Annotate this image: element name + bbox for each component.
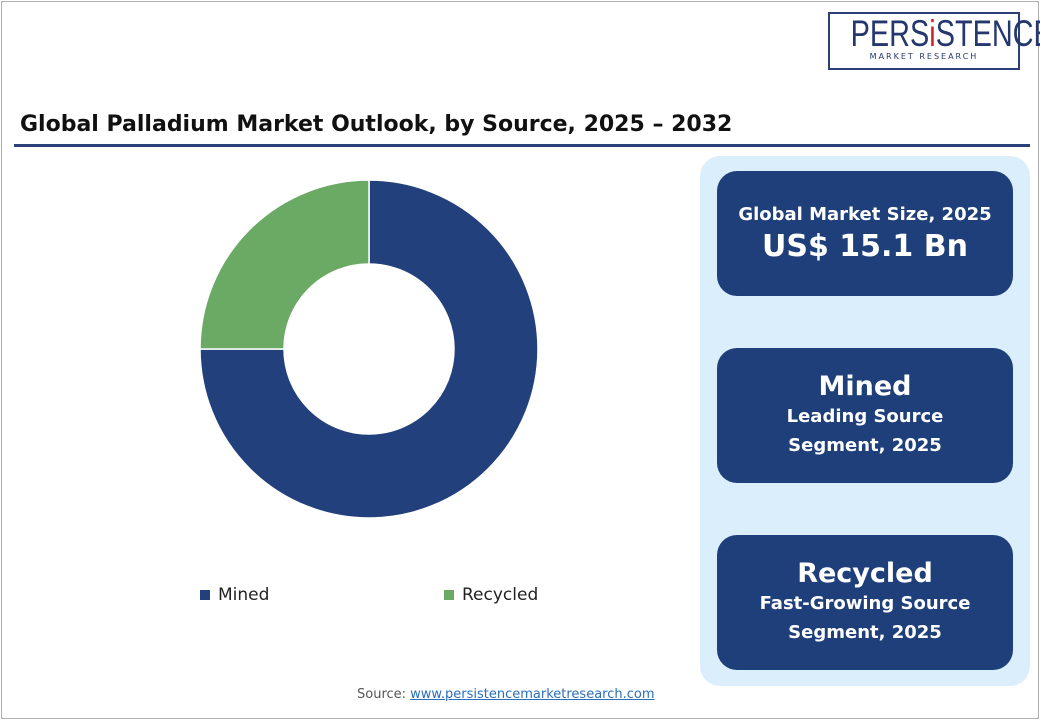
logo: PERSiSTENCE MARKET RESEARCH [828, 12, 1040, 70]
source: Source: www.persistencemarketresearch.co… [357, 687, 655, 702]
donut-slice-mined [199, 179, 539, 519]
donut-chart [199, 179, 539, 519]
leading-segment-card: Mined Leading Source Segment, 2025 [717, 348, 1013, 483]
legend-label: Recycled [462, 585, 539, 605]
market-size-card: Global Market Size, 2025 US$ 15.1 Bn [717, 171, 1013, 296]
fast-growing-card: Recycled Fast-Growing Source Segment, 20… [717, 535, 1013, 670]
card-label: Leading Source Segment, 2025 [786, 406, 944, 456]
source-link[interactable]: www.persistencemarketresearch.com [410, 687, 655, 702]
card-label: Fast-Growing Source Segment, 2025 [759, 593, 971, 643]
legend-swatch [444, 590, 454, 600]
divider [14, 144, 1030, 147]
legend-item-mined: Mined [200, 585, 269, 605]
card-value: Mined [818, 371, 912, 402]
card-value: US$ 15.1 Bn [762, 228, 968, 264]
legend-label: Mined [218, 585, 270, 605]
legend-swatch [200, 590, 210, 600]
card-value: Recycled [797, 558, 933, 589]
card-label: Global Market Size, 2025 [738, 203, 992, 225]
donut-slice-recycled [199, 179, 370, 350]
chart-title: Global Palladium Market Outlook, by Sour… [20, 112, 733, 137]
legend-item-recycled: Recycled [444, 585, 538, 605]
